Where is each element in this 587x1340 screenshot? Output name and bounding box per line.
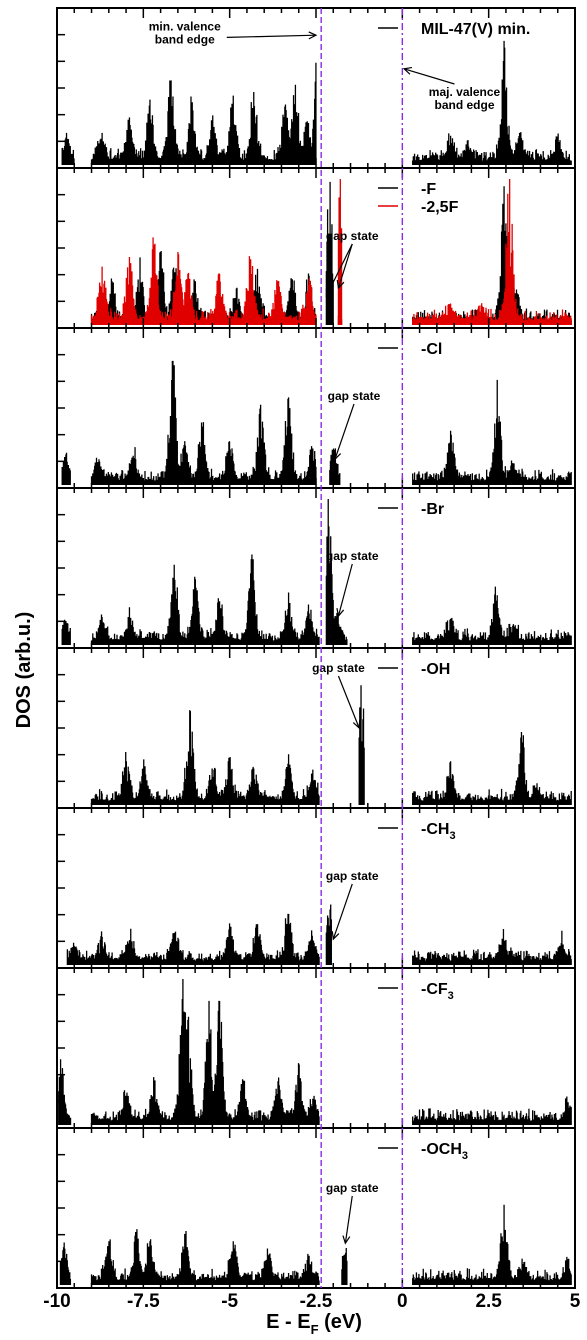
- x-ticks: [56, 968, 576, 1128]
- annotation-text: gap state: [326, 229, 379, 243]
- annotation-arrow: [337, 243, 353, 289]
- dos-series-oh: [90, 685, 572, 805]
- dos-series-och3: [59, 1204, 572, 1285]
- annotation-arrow: [403, 68, 455, 85]
- annotation-arrow: [332, 883, 353, 940]
- arrow-head: [331, 931, 340, 941]
- dos-panel: -CF3: [56, 967, 576, 1129]
- x-ticks: [56, 168, 576, 328]
- legend-label: -Br: [421, 501, 444, 518]
- panel-frame: [56, 967, 576, 1129]
- legend-label: -Cl: [421, 341, 442, 358]
- x-ticks: [56, 328, 576, 488]
- legend-label: MIL-47(V) min.: [421, 21, 530, 38]
- annotation-arrow: [337, 563, 353, 617]
- x-tick-label: 0: [397, 1291, 408, 1312]
- annotation-arrow: [337, 675, 360, 729]
- arrow-head: [352, 719, 361, 730]
- x-ticks: [56, 8, 576, 168]
- dos-panel: -F-2,5F gap state: [56, 167, 576, 329]
- legend-label: -CH3: [421, 821, 456, 842]
- dos-panel: -Br gap state: [56, 487, 576, 649]
- panel-frame: [56, 807, 576, 969]
- legend-label: -OH: [421, 661, 450, 678]
- axes-labels: DOS (arb.u.) E - EF (eV): [13, 612, 362, 1337]
- arrow-head: [336, 608, 345, 618]
- annotation-text: gap state: [326, 549, 379, 563]
- dos-series-cf3: [58, 979, 572, 1125]
- arrow-head: [325, 287, 334, 298]
- x-tick-labels: -10 -7.5 -5 -2.5 0 2.5 5: [43, 1291, 580, 1312]
- dos-panel: -OH gap state: [56, 647, 576, 809]
- legend-label: -F: [421, 181, 436, 198]
- x-tick-label: 5: [570, 1291, 581, 1312]
- annotation-arrow: [226, 34, 317, 38]
- dos-series-f: [90, 181, 572, 325]
- x-tick-label: -5: [221, 1291, 238, 1312]
- annotation-text: gap state: [312, 661, 365, 675]
- annotation-text: gap state: [326, 869, 379, 883]
- arrow-head: [333, 451, 342, 461]
- dos-series-25f: [90, 179, 572, 325]
- annotation-text: min. valence band edge: [149, 19, 221, 46]
- arrow-head: [336, 279, 345, 290]
- x-tick-label: -2.5: [300, 1291, 333, 1312]
- dos-panel: -CH3 gap state: [56, 807, 576, 969]
- x-tick-label: -10: [43, 1291, 70, 1312]
- annotation-arrow: [344, 1195, 353, 1244]
- dos-panel: -Cl gap state: [56, 327, 576, 489]
- annotation-arrow: [334, 403, 355, 460]
- reference-lines: [320, 8, 404, 1288]
- annotation-arrow: [325, 243, 353, 297]
- arrow-head: [308, 31, 318, 40]
- dos-panel: -OCH3 gap state: [56, 1127, 576, 1289]
- dos-series-cl: [61, 360, 572, 485]
- x-tick-label: 2.5: [475, 1291, 502, 1312]
- arrow-head: [402, 66, 413, 75]
- legend-label: -2,5F: [421, 199, 459, 216]
- dos-series-ch3: [66, 904, 572, 965]
- x-ticks: [56, 808, 576, 968]
- x-tick-label: -7.5: [127, 1291, 160, 1312]
- y-axis-label: DOS (arb.u.): [13, 612, 35, 729]
- x-ticks: [56, 1128, 576, 1288]
- dos-series-mil47vmin: [61, 40, 572, 165]
- x-axis-label: E - EF (eV): [266, 1311, 362, 1337]
- arrow-head: [342, 1235, 351, 1245]
- dos-series-br: [61, 499, 572, 645]
- annotation-text: maj. valence band edge: [429, 85, 501, 112]
- dos-panel: MIL-47(V) min. min. valence band edge maj. …: [56, 7, 576, 169]
- legend-label: -CF3: [421, 981, 454, 1002]
- annotation-text: gap state: [326, 1181, 379, 1195]
- panels-group: MIL-47(V) min. min. valence band edge maj. …: [43, 7, 581, 1312]
- legend-label: -OCH3: [421, 1141, 468, 1162]
- annotation-text: gap state: [328, 389, 381, 403]
